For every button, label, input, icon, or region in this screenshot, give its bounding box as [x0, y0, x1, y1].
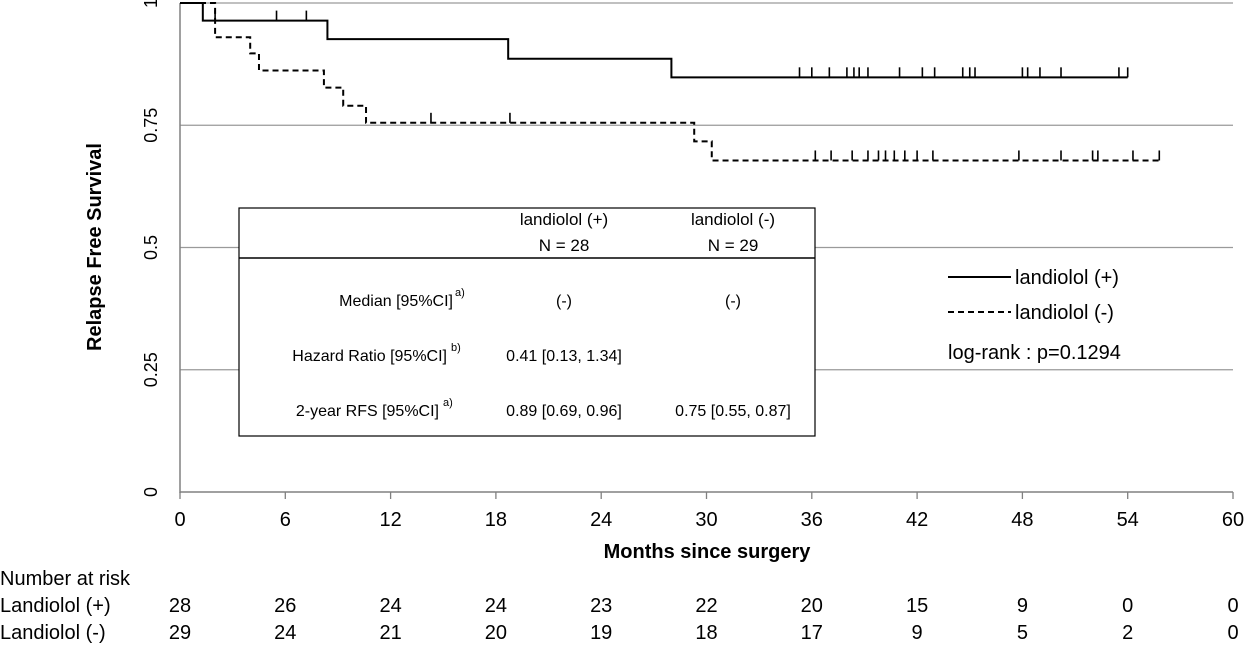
x-tick-label: 60 — [1222, 509, 1244, 531]
y-tick-label: 1 — [141, 0, 161, 8]
risk-value: 15 — [906, 595, 928, 617]
y-tick-label: 0.75 — [141, 108, 161, 143]
x-tick-label: 6 — [280, 509, 291, 531]
risk-value: 28 — [169, 595, 191, 617]
risk-table-title: Number at risk — [0, 568, 131, 590]
risk-value: 2 — [1122, 622, 1133, 644]
summary-col2-n: N = 29 — [708, 236, 759, 255]
summary-col1-name: landiolol (+) — [520, 210, 608, 229]
summary-row2-label: Hazard Ratio [95%CI] — [292, 348, 447, 365]
x-tick-label: 30 — [695, 509, 717, 531]
legend-label-minus: landiolol (-) — [1015, 302, 1114, 324]
x-tick-label: 24 — [590, 509, 612, 531]
risk-value: 24 — [274, 622, 296, 644]
risk-value: 17 — [801, 622, 823, 644]
logrank-stat: log-rank : p=0.1294 — [948, 342, 1121, 364]
summary-row1-val1: (-) — [556, 293, 572, 310]
summary-col1-n: N = 28 — [539, 236, 590, 255]
summary-row1-val2: (-) — [725, 293, 741, 310]
x-tick-label: 54 — [1117, 509, 1139, 531]
risk-value: 18 — [695, 622, 717, 644]
x-tick-label: 18 — [485, 509, 507, 531]
risk-value: 20 — [485, 622, 507, 644]
risk-row-label-minus: Landiolol (-) — [0, 622, 106, 644]
summary-row1-label: Median [95%CI] — [339, 293, 453, 310]
risk-value: 9 — [1017, 595, 1028, 617]
risk-value: 20 — [801, 595, 823, 617]
y-tick-labels: 0 0.25 0.5 0.75 1 — [141, 0, 161, 497]
legend-label-plus: landiolol (+) — [1015, 267, 1119, 289]
summary-row1-sup: a) — [455, 287, 465, 299]
summary-row3-label: 2-year RFS [95%CI] — [296, 403, 439, 420]
summary-table: landiolol (+) N = 28 landiolol (-) N = 2… — [238, 207, 816, 437]
x-tick-label: 48 — [1011, 509, 1033, 531]
summary-row3-val2: 0.75 [0.55, 0.87] — [675, 403, 791, 420]
summary-row3-val1: 0.89 [0.69, 0.96] — [506, 403, 622, 420]
x-tick-label: 12 — [379, 509, 401, 531]
risk-value: 23 — [590, 595, 612, 617]
risk-value: 21 — [379, 622, 401, 644]
risk-value: 9 — [912, 622, 923, 644]
risk-value: 26 — [274, 595, 296, 617]
x-tick-labels: 0 6 12 18 24 30 36 42 48 54 60 — [174, 492, 1244, 531]
risk-table: Number at risk Landiolol (+) Landiolol (… — [0, 568, 1239, 644]
y-tick-label: 0 — [141, 487, 161, 497]
risk-value: 29 — [169, 622, 191, 644]
x-tick-label: 0 — [174, 509, 185, 531]
summary-row2-sup: b) — [451, 342, 461, 354]
risk-value: 24 — [485, 595, 507, 617]
survival-curves — [180, 2, 1161, 162]
risk-value: 0 — [1122, 595, 1133, 617]
summary-col2-name: landiolol (-) — [691, 210, 775, 229]
x-tick-label: 36 — [801, 509, 823, 531]
survival-curve-plus — [180, 2, 1128, 79]
risk-value: 22 — [695, 595, 717, 617]
risk-values: 28 26 24 24 23 22 20 15 9 0 029 24 21 20 19 18 17 9 5 2 0 — [169, 595, 1239, 644]
y-tick-label: 0.5 — [141, 235, 161, 260]
x-axis-label: Months since surgery — [604, 541, 812, 563]
summary-table-box — [238, 207, 816, 437]
summary-row2-val1: 0.41 [0.13, 1.34] — [506, 348, 622, 365]
x-tick-label: 42 — [906, 509, 928, 531]
legend: landiolol (+) landiolol (-) log-rank : p… — [948, 267, 1121, 364]
risk-value: 24 — [379, 595, 401, 617]
survival-curve-minus — [180, 2, 1160, 162]
y-axis-label: Relapse Free Survival — [84, 143, 106, 351]
risk-value: 19 — [590, 622, 612, 644]
risk-value: 0 — [1227, 622, 1238, 644]
summary-row3-sup: a) — [443, 397, 453, 409]
y-tick-label: 0.25 — [141, 352, 161, 387]
risk-value: 5 — [1017, 622, 1028, 644]
risk-value: 0 — [1227, 595, 1238, 617]
risk-row-label-plus: Landiolol (+) — [0, 595, 111, 617]
